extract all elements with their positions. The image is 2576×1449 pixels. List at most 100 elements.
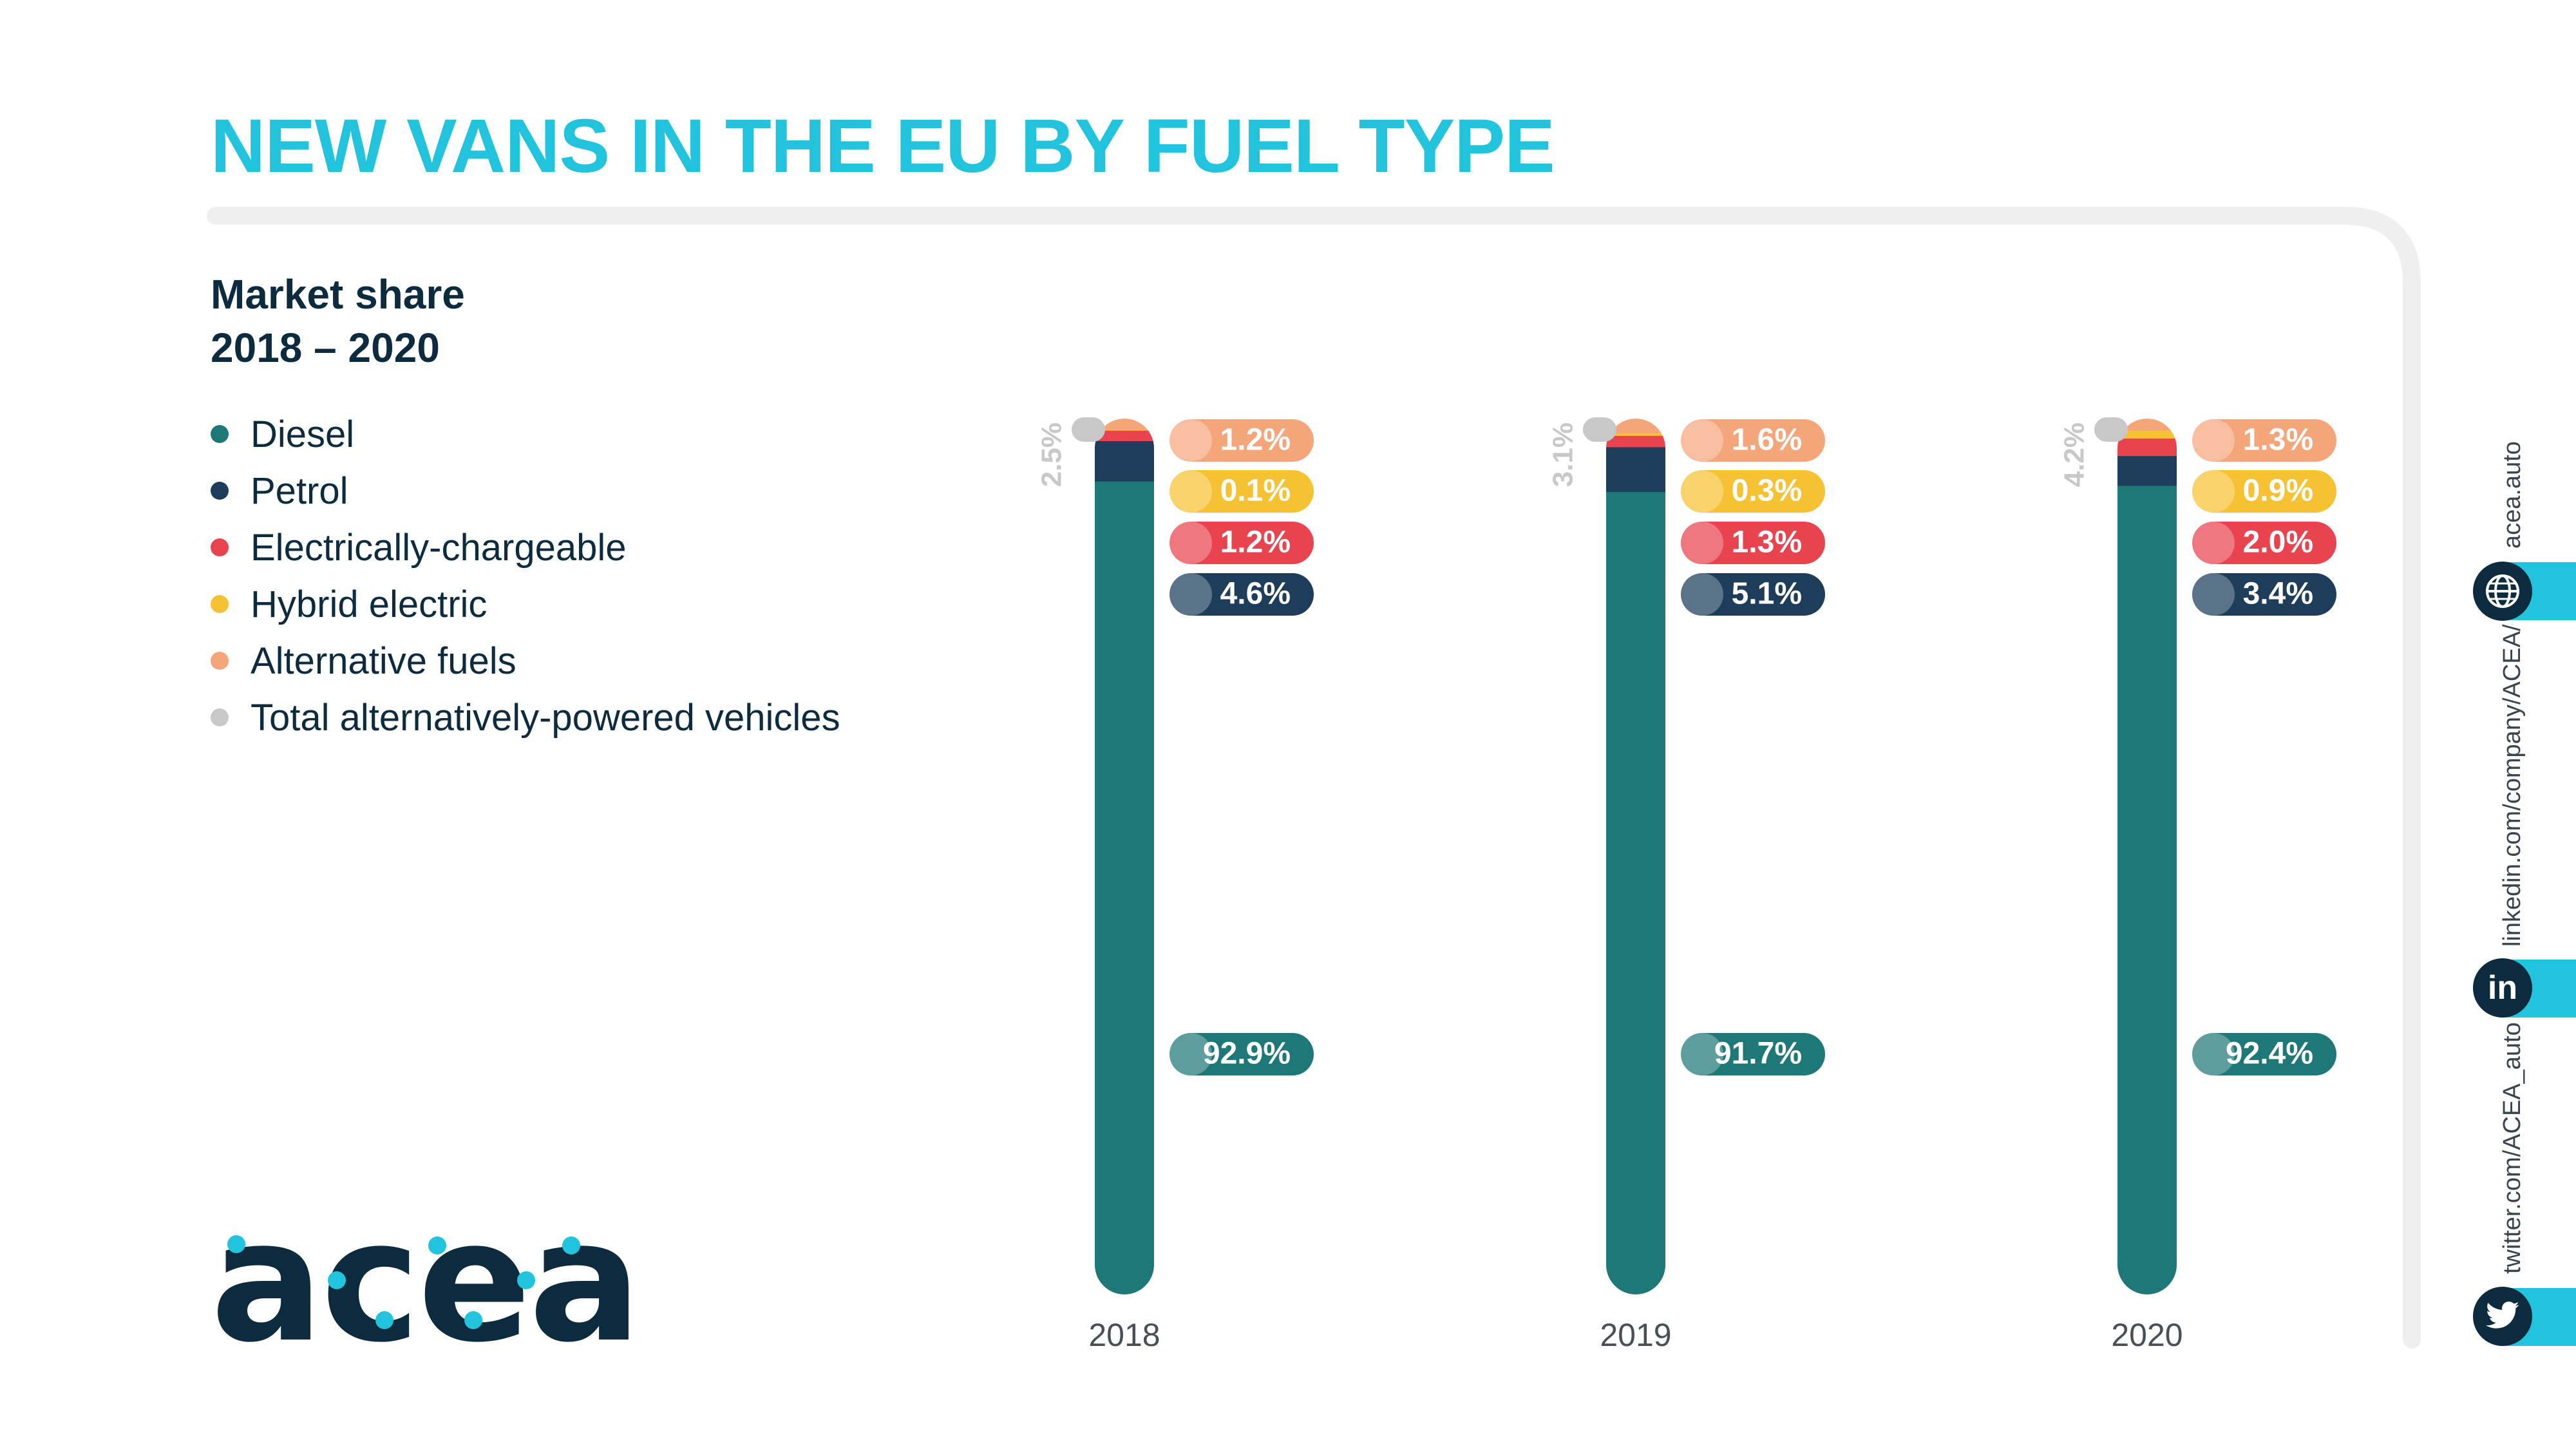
data-label-pill [1170,1033,1314,1075]
data-label-hybrid-electric: 0.1% [1170,470,1314,513]
logo-dot [428,1236,446,1255]
legend-item-diesel: Diesel [211,406,840,462]
logo-dot [328,1271,346,1289]
data-label-knob [1170,470,1212,513]
bar-segment-diesel [1095,480,1154,1294]
linkedin-icon: in [2487,969,2518,1007]
legend-label-petrol: Petrol [251,469,348,512]
bars-layer: 2.5% 1.2% 0.1% 1.2% 4.6% 92.9% 2018 3.1% 1.6% 0.3… [1036,417,2336,1353]
bar-segment-hybrid-electric [1606,432,1665,436]
linkedin-button[interactable]: in [2473,958,2532,1018]
data-label-pill [1681,419,1825,462]
total-label: 4.2% [2059,422,2090,487]
data-label-electrically-chargeable: 2.0% [2192,522,2336,564]
acea-logo: acea [211,1185,641,1379]
total-label: 2.5% [1036,422,1068,487]
bar-segment-petrol [2117,455,2177,486]
x-tick-label: 2018 [1088,1317,1160,1353]
legend-label-alternative: Alternative fuels [251,639,516,682]
data-label-text: 4.6% [1220,577,1291,611]
data-label-text: 0.3% [1732,474,1802,508]
data-label-text: 3.4% [2243,577,2313,611]
data-label-text: 92.9% [1203,1037,1291,1071]
legend-item-electric: Electrically-chargeable [211,519,840,576]
twitter-link[interactable]: twitter.com/ACEA_auto [2499,1022,2526,1274]
total-marker [1072,417,1105,442]
data-label-pill [2192,1033,2336,1075]
chart-legend: Diesel Petrol Electrically-chargeable Hy… [211,406,840,746]
bar-segment-electrically-chargeable [2117,437,2177,457]
data-label-text: 0.1% [1220,474,1291,508]
page-title: NEW VANS IN THE EU BY FUEL TYPE [211,104,1555,189]
total-label: 3.1% [1548,422,1579,487]
legend-dot-electric [211,538,229,556]
data-label-knob [2192,1033,2235,1075]
twitter-icon [2486,1302,2519,1329]
legend-label-total: Total alternatively-powered vehicles [251,696,840,739]
data-label-text: 2.0% [2243,526,2313,560]
linkedin-link[interactable]: linkedin.com/company/ACEA/ [2499,624,2526,947]
logo-dot [375,1311,393,1329]
subtitle-line-1: Market share [211,271,465,317]
data-label-text: 92.4% [2226,1037,2313,1071]
website-button[interactable] [2473,562,2532,621]
legend-label-diesel: Diesel [251,413,355,455]
logo-dot [562,1236,580,1255]
data-label-knob [1681,1033,1723,1075]
data-label-text: 1.3% [1732,526,1802,560]
legend-dot-alternative [211,652,229,670]
data-label-knob [1170,419,1212,462]
logo-dot [227,1235,245,1253]
legend-label-hybrid: Hybrid electric [251,583,488,625]
data-label-knob [2192,470,2235,513]
data-label-knob [2192,522,2235,564]
data-label-text: 5.1% [1732,577,1802,611]
data-label-pill [2192,470,2336,513]
bar-group-2020: 4.2% 1.3% 0.9% 2.0% 3.4% 92.4% 2020 [2059,417,2336,1353]
legend-item-hybrid: Hybrid electric [211,576,840,632]
bar-group-2019: 3.1% 1.6% 0.3% 1.3% 5.1% 91.7% 2019 [1548,417,1825,1353]
data-label-text: 91.7% [1714,1037,1802,1071]
data-label-pill [1170,573,1314,616]
data-label-knob [1681,573,1723,616]
bar-segment-petrol [1095,440,1154,482]
bar-segment-electrically-chargeable [1095,430,1154,441]
data-label-electrically-chargeable: 1.2% [1170,522,1314,564]
data-label-pill [1170,419,1314,462]
bar-stack [1095,419,1154,1294]
legend-dot-hybrid [211,595,229,613]
globe-icon [2486,574,2519,608]
data-label-diesel: 91.7% [1681,1033,1825,1075]
data-label-hybrid-electric: 0.3% [1681,470,1825,513]
data-label-pill [1681,573,1825,616]
data-label-pill [1170,522,1314,564]
data-label-electrically-chargeable: 1.3% [1681,522,1825,564]
x-tick-label: 2020 [2111,1317,2183,1353]
data-label-diesel: 92.9% [1170,1033,1314,1075]
data-label-pill [1681,1033,1825,1075]
data-label-knob [1681,419,1723,462]
data-label-text: 1.3% [2243,423,2313,457]
bar-segment-hybrid-electric [2117,430,2177,439]
data-label-diesel: 92.4% [2192,1033,2336,1075]
total-marker [1583,417,1616,442]
data-label-knob [1170,522,1212,564]
bar-segment-electrically-chargeable [1606,435,1665,448]
x-tick-label: 2019 [1600,1317,1671,1353]
twitter-button[interactable] [2473,1287,2532,1346]
bar-group-2018: 2.5% 1.2% 0.1% 1.2% 4.6% 92.9% 2018 [1036,417,1314,1353]
chart-subtitle: Market share 2018 – 2020 [211,268,465,375]
bar-stack [1606,419,1665,1294]
bar-segment-hybrid-electric [1095,429,1154,431]
data-label-knob [1170,573,1212,616]
data-label-alternative-fuels: 1.2% [1170,419,1314,462]
logo-dot [517,1271,535,1289]
website-link[interactable]: acea.auto [2499,441,2526,549]
legend-item-alternative: Alternative fuels [211,632,840,689]
data-label-knob [1681,470,1723,513]
frame-line [207,207,2421,1349]
bar-stack [2117,419,2177,1294]
data-label-pill [2192,522,2336,564]
